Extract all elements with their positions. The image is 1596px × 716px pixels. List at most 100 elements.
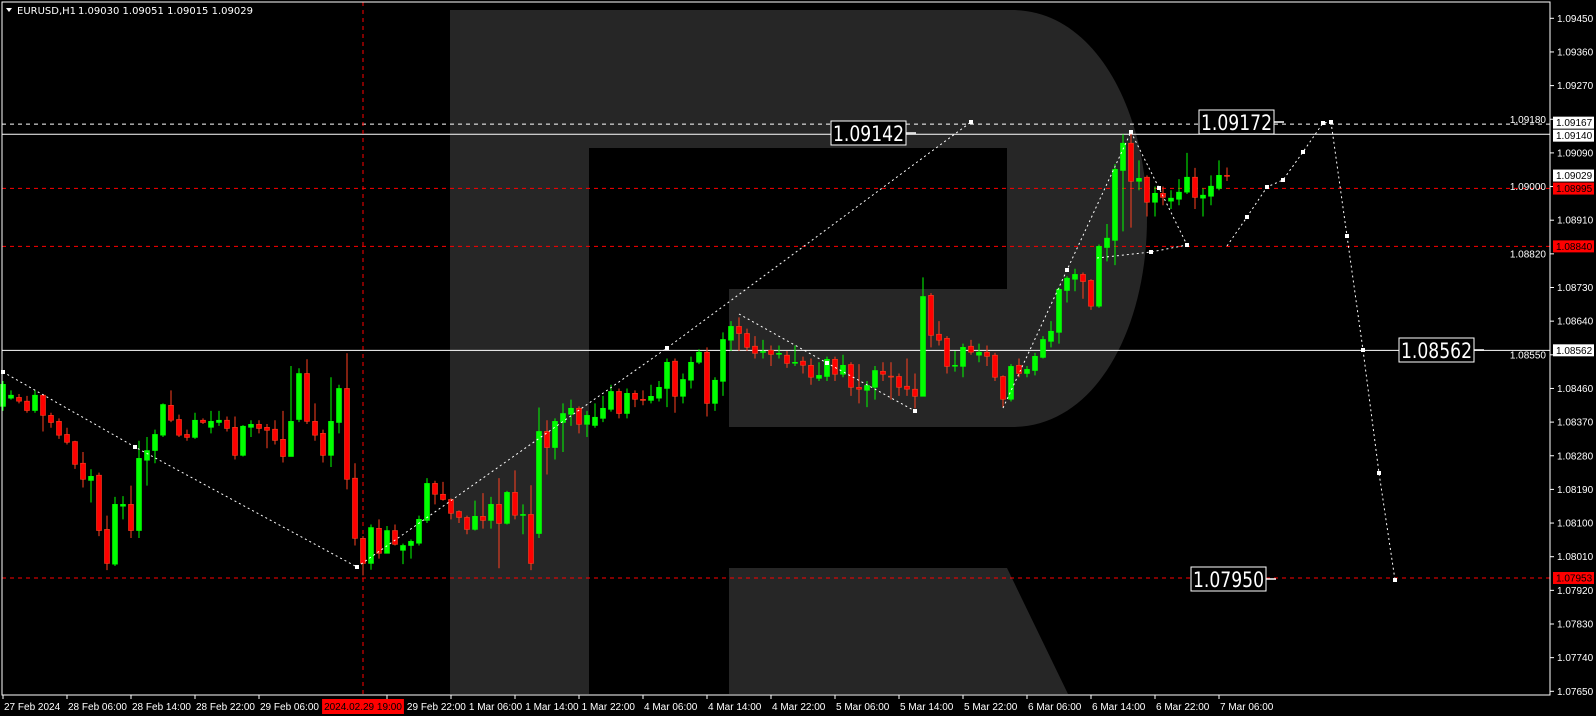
forecast-arrow-icon xyxy=(1301,150,1305,154)
candle-body xyxy=(880,370,886,375)
candle-body xyxy=(176,419,182,436)
candle xyxy=(136,440,142,539)
candle-body xyxy=(568,407,574,415)
candle-body xyxy=(440,493,446,500)
forecast-arrow-icon xyxy=(1377,471,1381,475)
candle-body xyxy=(32,394,38,411)
candle-body xyxy=(912,388,918,397)
candle-body xyxy=(456,511,462,518)
price-axis-markers: 1.09167 1.09140 1.09029 1.08995 1.08840 1.085… xyxy=(1553,116,1594,585)
candle-body xyxy=(1096,246,1102,307)
price-axis[interactable]: 1.09450 1.09360 1.09270 1.09180 1.09090 1.090… xyxy=(1510,14,1594,698)
candle-body xyxy=(736,326,742,334)
candle xyxy=(72,440,78,469)
candle xyxy=(856,364,862,404)
candle xyxy=(880,362,886,381)
candle-body xyxy=(1008,366,1014,400)
candle-body xyxy=(144,450,150,461)
candle-body xyxy=(712,379,718,404)
candle xyxy=(416,515,422,546)
candle xyxy=(976,343,982,363)
candle xyxy=(808,358,814,385)
candle xyxy=(648,384,654,404)
candle xyxy=(832,356,838,381)
candle-body xyxy=(232,427,238,456)
forecast-line xyxy=(1130,131,1188,246)
candle-body xyxy=(264,427,270,431)
time-tick-label: 27 Feb 2024 xyxy=(4,702,61,713)
candle-body xyxy=(672,360,678,397)
forecast-arrow-icon xyxy=(1245,215,1249,219)
candles xyxy=(0,131,1230,576)
price-tick-label: 1.08460 xyxy=(1557,384,1594,395)
candle-body xyxy=(544,431,550,448)
crosshair-time-label: 2024.02.29 19:00 xyxy=(322,699,404,714)
candle-body xyxy=(352,477,358,539)
price-tick-label: 1.09450 xyxy=(1557,14,1594,25)
candle xyxy=(1128,131,1134,228)
candle xyxy=(792,345,798,367)
candle-body xyxy=(576,407,582,425)
candle xyxy=(392,524,398,546)
candle-body xyxy=(904,385,910,390)
price-tick-label: 1.08370 xyxy=(1557,418,1594,429)
candle xyxy=(608,384,614,412)
price-marker-label: 1.08562 xyxy=(1556,346,1593,357)
watermark-logo xyxy=(450,10,1147,694)
candle-body xyxy=(584,415,590,425)
candle-body xyxy=(992,354,998,378)
candle xyxy=(536,407,542,539)
candle-body xyxy=(528,514,534,564)
candle xyxy=(752,336,758,359)
candle xyxy=(1032,352,1038,376)
candle xyxy=(592,403,598,428)
candle xyxy=(1112,164,1118,266)
candle xyxy=(952,351,958,372)
chart-frame xyxy=(1,1,1551,696)
candle-body xyxy=(64,434,70,443)
candle-body xyxy=(984,351,990,357)
candle-body xyxy=(216,419,222,423)
candle xyxy=(264,423,270,449)
candle xyxy=(688,356,694,389)
candle-body xyxy=(1216,175,1222,189)
time-tick-label: 28 Feb 06:00 xyxy=(68,702,127,713)
forecast-arrow-icon xyxy=(1185,243,1189,247)
time-tick-label: 5 Mar 14:00 xyxy=(900,702,954,713)
price-marker-box xyxy=(1553,116,1594,129)
candle xyxy=(312,403,318,441)
forecast-arrow-icon xyxy=(913,409,917,413)
candle xyxy=(504,490,510,525)
time-tick-label: 29 Feb 06:00 xyxy=(260,702,319,713)
candle-body xyxy=(280,439,286,457)
candle xyxy=(200,418,206,424)
candle-body xyxy=(832,358,838,375)
candle xyxy=(936,321,942,346)
candle xyxy=(840,354,846,378)
price-marker-label: 1.09140 xyxy=(1556,131,1593,142)
forecast-line xyxy=(1002,131,1132,409)
candle xyxy=(256,420,262,434)
candle-body xyxy=(1192,176,1198,198)
price-tick-label: 1.08100 xyxy=(1557,519,1594,530)
candle-body xyxy=(752,345,758,354)
candle-body xyxy=(464,517,470,530)
candle-body xyxy=(824,358,830,377)
candle-body xyxy=(408,541,414,546)
price-tick-label: 1.08190 xyxy=(1557,485,1594,496)
candle-body xyxy=(240,425,246,456)
candle-body xyxy=(1128,142,1134,182)
candle xyxy=(784,351,790,368)
time-axis[interactable]: 27 Feb 2024 28 Feb 06:00 28 Feb 14:00 28 Fe… xyxy=(2,695,1274,713)
candle xyxy=(1024,366,1030,378)
candle-body xyxy=(8,394,14,399)
candle-body xyxy=(784,354,790,364)
candle-body xyxy=(680,379,686,397)
candle xyxy=(496,478,502,569)
candle-body xyxy=(312,421,318,436)
triangle-down-icon[interactable] xyxy=(6,8,12,12)
price-tick-label: 1.09000 xyxy=(1510,182,1547,193)
candle xyxy=(1200,188,1206,217)
candle-body xyxy=(1224,175,1230,177)
